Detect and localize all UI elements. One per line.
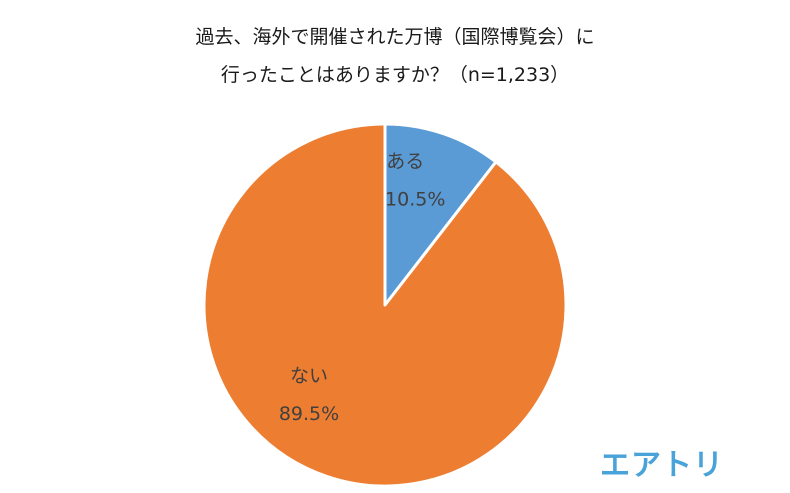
brand-logo-text: エアトリ (600, 448, 724, 483)
chart-title-line-2: 行ったことはありますか？（n=1,233） (220, 64, 570, 86)
slice-value-label-1: 89.5% (279, 403, 339, 425)
slice-label-1: ない (290, 365, 328, 387)
slice-label-0: ある (386, 151, 424, 173)
chart-title-line-1: 過去、海外で開催された万博（国際博覧会）に (195, 26, 595, 48)
pie-slice-0 (383, 122, 498, 307)
chart-title: 過去、海外で開催された万博（国際博覧会）に 行ったことはありますか？（n=1,2… (0, 18, 790, 94)
brand-logo: エアトリ (600, 440, 724, 484)
slice-value-label-0: 10.5% (385, 189, 445, 211)
pie-slice-1 (202, 122, 568, 488)
